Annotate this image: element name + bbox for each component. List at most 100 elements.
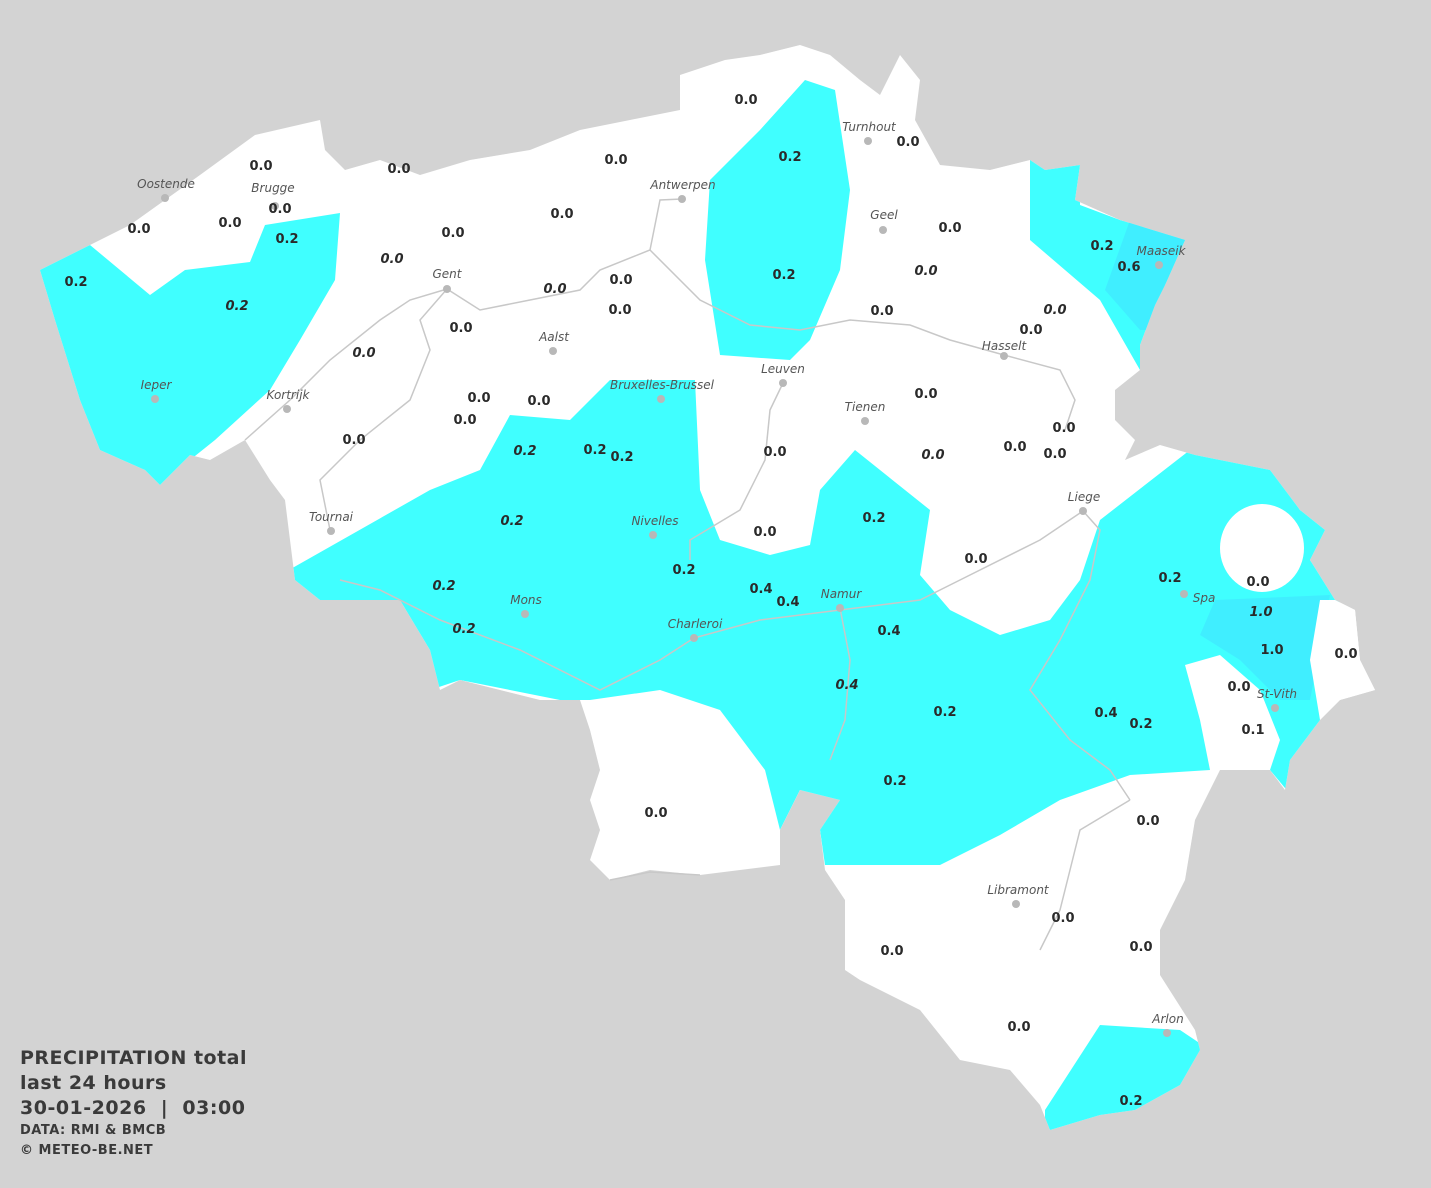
city-label: Turnhout	[842, 120, 897, 134]
city-dot	[678, 195, 686, 203]
river	[1039, 799, 1131, 951]
precip-value: 0.0	[268, 202, 291, 217]
precip-value: 0.0	[543, 282, 566, 297]
precip-value: 0.2	[432, 579, 455, 594]
precip-value: 0.2	[64, 275, 87, 290]
precip-value: 0.0	[1043, 303, 1066, 318]
city-label: Arlon	[1151, 1012, 1183, 1026]
city-hasselt: Hasselt	[982, 339, 1027, 360]
city-brugge: Brugge	[251, 181, 295, 210]
city-dot	[1079, 507, 1087, 515]
precip-zone-east-high	[1200, 595, 1330, 700]
city-dot	[1155, 261, 1163, 269]
precip-value: 0.0	[914, 264, 937, 279]
precip-value: 0.0	[914, 387, 937, 402]
city-dot	[690, 634, 698, 642]
precip-zone-arlon	[1045, 1025, 1210, 1130]
city-st-vith: St-Vith	[1257, 687, 1297, 712]
precip-value: 0.4	[1094, 706, 1117, 721]
city-tournai: Tournai	[309, 510, 354, 535]
city-dot	[271, 202, 279, 210]
precip-value: 0.0	[938, 221, 961, 236]
river	[689, 382, 784, 560]
precip-value: 0.0	[1227, 680, 1250, 695]
precip-value: 0.4	[877, 624, 900, 639]
precip-value: 0.0	[352, 346, 375, 361]
city-label: Namur	[821, 587, 863, 601]
city-label: Charleroi	[668, 617, 723, 631]
precip-value: 0.0	[387, 162, 410, 177]
river	[609, 871, 701, 881]
precip-value: 0.2	[778, 150, 801, 165]
city-dot	[151, 395, 159, 403]
city-spa: Spa	[1180, 590, 1215, 605]
map-legend: PRECIPITATION total last 24 hours 30-01-…	[20, 1046, 247, 1161]
city-gent: Gent	[433, 267, 463, 293]
precip-value: 0.0	[921, 448, 944, 463]
city-tienen: Tienen	[845, 400, 886, 425]
city-label: Ieper	[141, 378, 173, 392]
city-label: Aalst	[538, 330, 570, 344]
precip-value: 0.2	[883, 774, 906, 789]
city-namur: Namur	[821, 587, 863, 612]
city-liege: Liege	[1068, 490, 1100, 515]
city-leuven: Leuven	[761, 362, 805, 387]
city-dot	[836, 604, 844, 612]
precip-value: 0.0	[380, 252, 403, 267]
river	[339, 510, 1131, 801]
precip-value: 0.0	[1043, 447, 1066, 462]
precip-value: 0.2	[1158, 571, 1181, 586]
precip-value: 0.0	[644, 806, 667, 821]
city-label: Antwerpen	[649, 178, 715, 192]
city-dot	[1180, 590, 1188, 598]
city-oostende: Oostende	[137, 177, 195, 202]
city-ieper: Ieper	[141, 378, 173, 403]
river	[829, 607, 851, 761]
precip-value: 0.4	[835, 678, 858, 693]
city-label: Mons	[510, 593, 542, 607]
precip-value: 0.6	[1117, 260, 1140, 275]
city-label: Gent	[433, 267, 463, 281]
dry-zone-east	[1310, 600, 1375, 720]
dry-zone-stvith	[1185, 655, 1280, 770]
city-dot	[657, 395, 665, 403]
city-label: Geel	[870, 208, 898, 222]
precip-zone-maaseik	[1105, 220, 1190, 330]
city-label: Oostende	[137, 177, 195, 191]
city-bruxelles-brussel: Bruxelles-Brussel	[610, 378, 715, 403]
precip-zone-north	[705, 80, 850, 360]
precip-value: 0.0	[550, 207, 573, 222]
city-libramont: Libramont	[987, 883, 1050, 908]
city-dot	[549, 347, 557, 355]
city-label: Leuven	[761, 362, 805, 376]
city-mons: Mons	[510, 593, 542, 618]
city-turnhout: Turnhout	[842, 120, 897, 145]
city-label: Liege	[1068, 490, 1100, 504]
city-label: Libramont	[987, 883, 1050, 897]
precip-value: 0.2	[275, 232, 298, 247]
precip-value: 0.0	[609, 273, 632, 288]
precip-value: 0.0	[1136, 814, 1159, 829]
city-dot	[879, 226, 887, 234]
map-datetime: 30-01-2026 | 03:00	[20, 1097, 246, 1119]
city-dot	[283, 405, 291, 413]
city-arlon: Arlon	[1151, 1012, 1184, 1037]
city-label: Tienen	[845, 400, 886, 414]
precip-value: 0.2	[610, 450, 633, 465]
precip-value: 0.0	[753, 525, 776, 540]
city-label: Spa	[1193, 591, 1216, 605]
city-nivelles: Nivelles	[631, 514, 679, 539]
precip-value: 0.2	[862, 511, 885, 526]
precip-value: 0.2	[500, 514, 523, 529]
precip-value: 0.0	[1246, 575, 1269, 590]
precip-value: 0.0	[453, 413, 476, 428]
precip-value: 0.0	[1129, 940, 1152, 955]
city-dot	[649, 531, 657, 539]
precip-value: 0.0	[342, 433, 365, 448]
river	[649, 249, 1076, 431]
precip-value: 0.0	[763, 445, 786, 460]
dry-zone-spa	[1220, 504, 1304, 592]
precip-value: 0.0	[441, 226, 464, 241]
city-dot	[1163, 1029, 1171, 1037]
